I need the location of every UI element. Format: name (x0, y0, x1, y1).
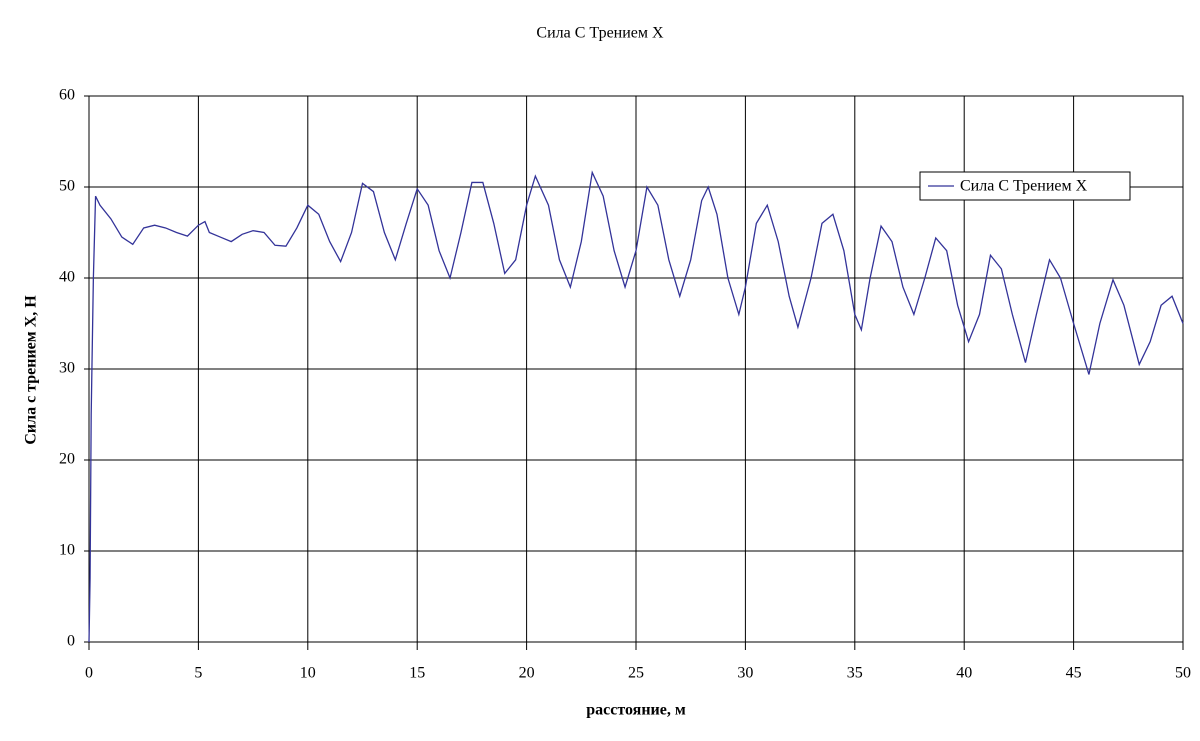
y-tick-label: 50 (59, 178, 75, 195)
x-tick-label: 30 (737, 665, 753, 682)
x-tick-label: 20 (519, 665, 535, 682)
x-tick-label: 10 (300, 665, 316, 682)
y-tick-label: 0 (67, 633, 75, 650)
y-tick-label: 40 (59, 269, 75, 286)
chart-title: Сила С Трением X (536, 25, 664, 42)
x-tick-label: 50 (1175, 665, 1191, 682)
x-axis-label: расстояние, м (586, 702, 686, 719)
y-tick-label: 60 (59, 87, 75, 104)
x-tick-label: 25 (628, 665, 644, 682)
x-tick-label: 40 (956, 665, 972, 682)
x-tick-label: 5 (194, 665, 202, 682)
legend-label: Сила С Трением X (960, 178, 1088, 195)
legend-box (919, 171, 1131, 201)
y-axis-label: Сила с трением X, Н (23, 295, 40, 445)
x-tick-label: 0 (85, 665, 93, 682)
x-tick-label: 15 (409, 665, 425, 682)
y-tick-label: 20 (59, 451, 75, 468)
x-tick-label: 35 (847, 665, 863, 682)
line-series (88, 170, 1184, 643)
y-tick-label: 10 (59, 542, 75, 559)
x-tick-label: 45 (1066, 665, 1082, 682)
y-tick-label: 30 (59, 360, 75, 377)
